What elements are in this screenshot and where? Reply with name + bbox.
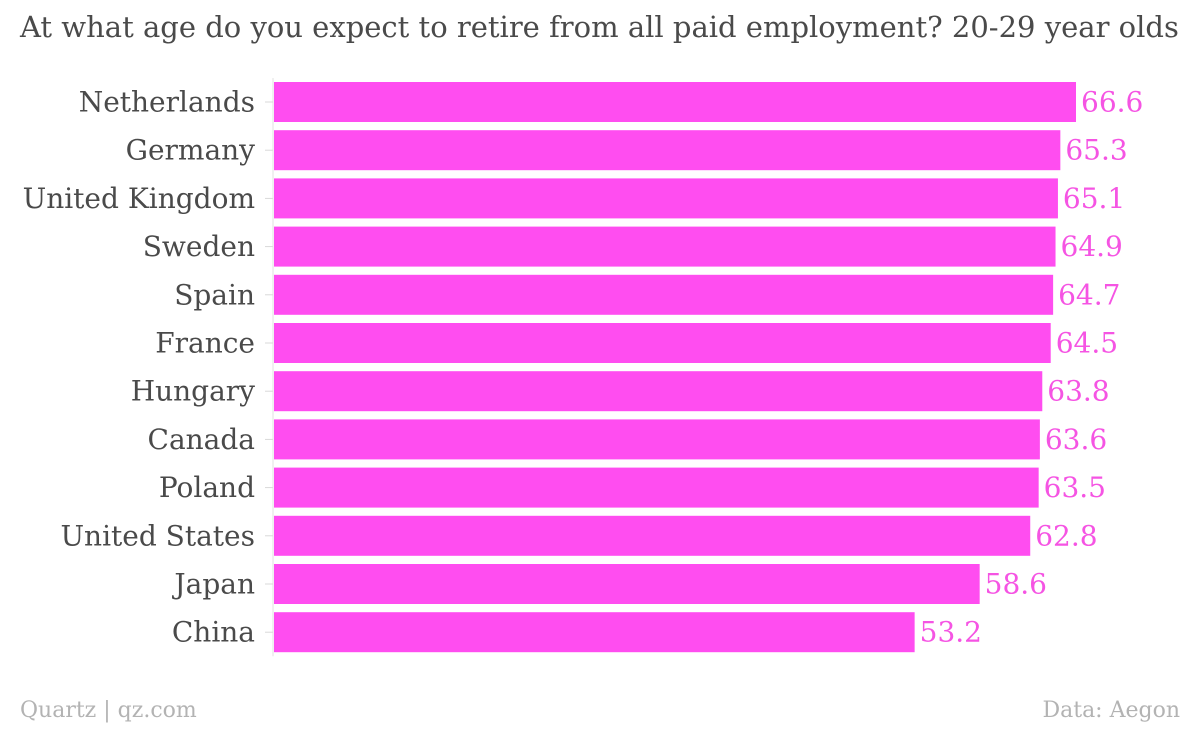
value-label: 63.6	[1045, 423, 1107, 456]
category-label: China	[172, 616, 255, 649]
bar-germany	[274, 130, 1061, 171]
value-label: 62.8	[1035, 519, 1097, 552]
value-label: 64.5	[1056, 327, 1118, 360]
source-credit: Quartz | qz.com	[20, 698, 197, 723]
bar-sweden	[274, 226, 1056, 267]
bar-spain	[274, 274, 1054, 315]
value-label: 65.1	[1063, 182, 1125, 215]
value-label: 65.3	[1065, 134, 1127, 167]
value-label: 64.7	[1058, 278, 1120, 311]
value-label: 66.6	[1081, 86, 1143, 119]
category-label: United Kingdom	[23, 182, 255, 215]
category-label: Canada	[148, 423, 255, 456]
category-label: France	[155, 327, 255, 360]
value-label: 63.8	[1047, 375, 1109, 408]
bar-japan	[274, 564, 980, 604]
bar-poland	[274, 467, 1039, 508]
category-label: Poland	[159, 471, 255, 504]
category-label: Sweden	[143, 230, 255, 263]
chart-title: At what age do you expect to retire from…	[20, 10, 1179, 44]
category-label: Hungary	[131, 375, 255, 408]
bar-hungary	[274, 371, 1043, 412]
value-label: 64.9	[1061, 230, 1123, 263]
bar-canada	[274, 419, 1040, 460]
category-label: Spain	[174, 278, 255, 311]
bar-china	[274, 612, 915, 653]
category-label: Netherlands	[79, 86, 255, 119]
value-label: 53.2	[920, 616, 982, 649]
category-label: Germany	[126, 134, 256, 167]
value-label: 63.5	[1044, 471, 1106, 504]
value-label: 58.6	[985, 568, 1047, 601]
bar-france	[274, 323, 1051, 363]
category-label: United States	[60, 519, 255, 552]
bar-united-kingdom	[274, 178, 1058, 219]
bar-united-states	[274, 515, 1031, 556]
bar-netherlands	[274, 82, 1076, 122]
data-source: Data: Aegon	[1042, 698, 1180, 723]
category-label: Japan	[171, 568, 255, 601]
